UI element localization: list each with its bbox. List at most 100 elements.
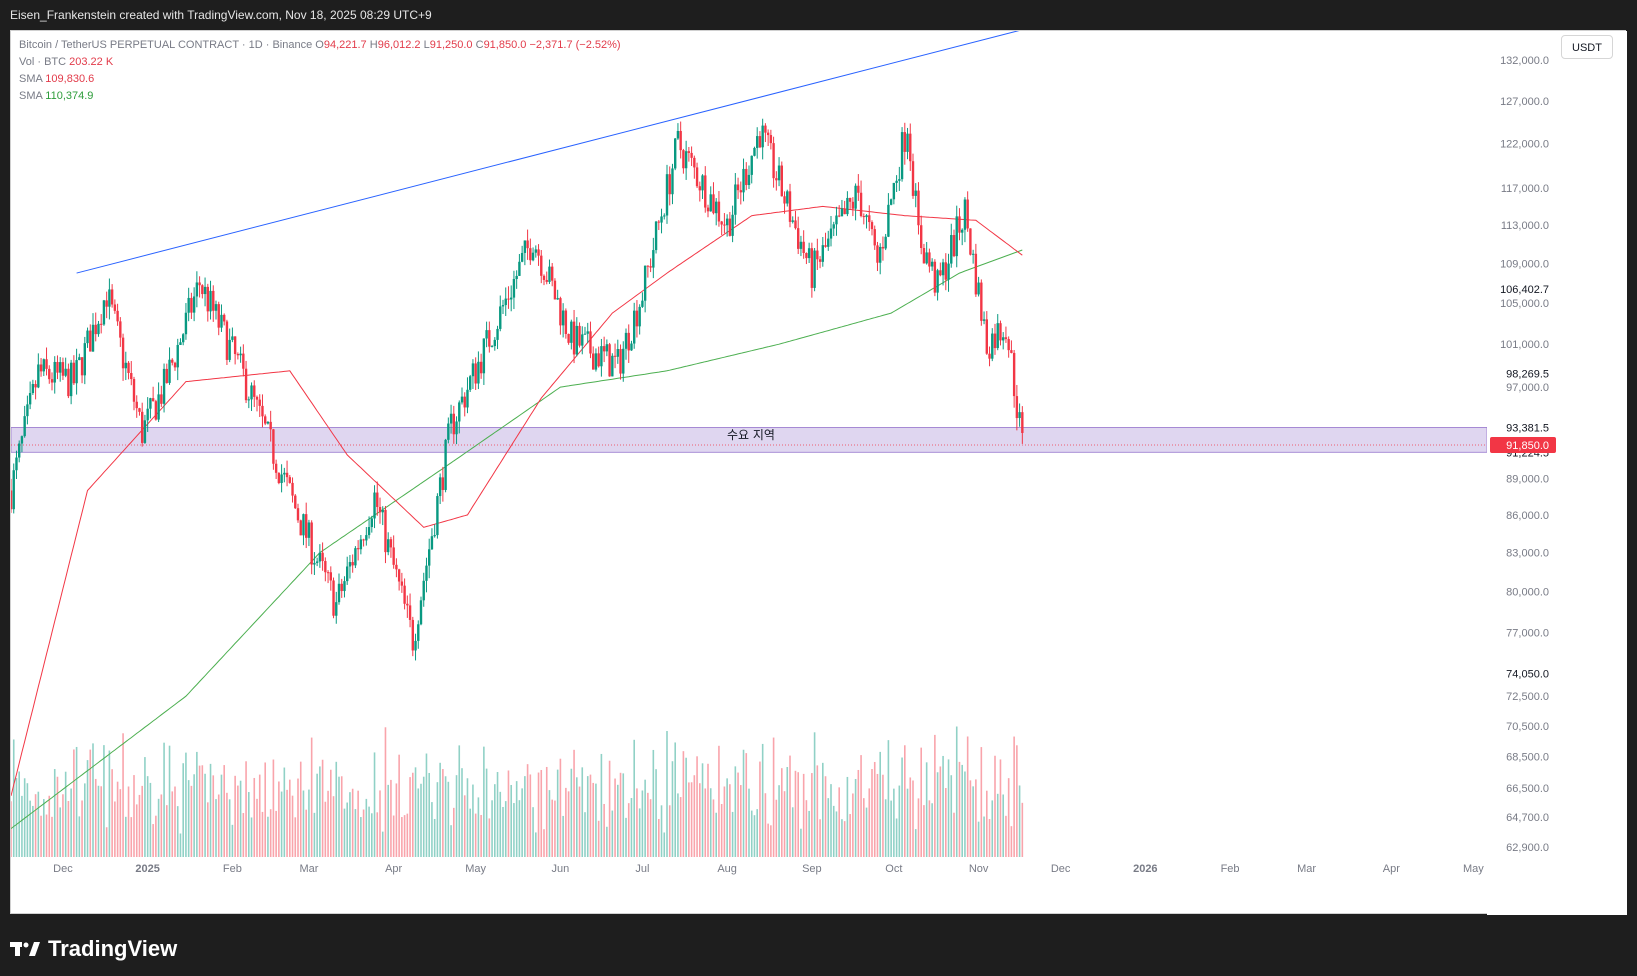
volume-bar bbox=[105, 827, 108, 857]
legend-volume-row[interactable]: Vol · BTC 203.22 K bbox=[19, 54, 621, 71]
chart-panel[interactable]: 수요 지역 132,000.0 127,000.0 122,000.0 117,000… bbox=[10, 30, 1627, 915]
volume-bar bbox=[414, 767, 417, 857]
candle-body bbox=[840, 208, 844, 217]
volume-bar bbox=[996, 793, 999, 857]
candle-body bbox=[138, 408, 141, 412]
time-tick-label: Jul bbox=[635, 863, 649, 875]
volume-bar bbox=[196, 751, 198, 857]
volume-bar bbox=[570, 768, 573, 857]
volume-bar bbox=[592, 782, 594, 857]
candle-body bbox=[911, 161, 915, 196]
time-axis[interactable]: Dec 2025 Feb Mar Apr May Jun Jul Aug Sep Oct Nov Dec… bbox=[53, 863, 1484, 875]
volume-bar bbox=[914, 829, 917, 857]
volume-bar bbox=[26, 783, 29, 857]
candle-body bbox=[160, 394, 163, 404]
legend-sma1-row[interactable]: SMA 109,830.6 bbox=[19, 71, 621, 88]
demand-zone-rect[interactable] bbox=[11, 427, 1488, 453]
volume-bar bbox=[521, 788, 523, 857]
candle-body bbox=[627, 332, 630, 351]
volume-bar bbox=[617, 784, 619, 857]
candle-body bbox=[900, 132, 904, 180]
volume-bar bbox=[111, 769, 113, 857]
legend-sma2-row[interactable]: SMA 110,374.9 bbox=[19, 88, 621, 105]
price-label-bg bbox=[1491, 280, 1553, 297]
candle-body bbox=[567, 333, 570, 343]
volume-bar bbox=[576, 777, 578, 857]
volume-bar bbox=[584, 812, 586, 857]
candle-body bbox=[305, 514, 308, 538]
candle-body bbox=[113, 304, 117, 311]
volume-bar bbox=[390, 779, 392, 857]
currency-button[interactable]: USDT bbox=[1561, 35, 1613, 59]
candle-body bbox=[1012, 352, 1016, 397]
price-tick-label: 113,000.0 bbox=[1501, 220, 1549, 232]
volume-bar bbox=[155, 815, 157, 857]
candle-body bbox=[848, 197, 852, 202]
volume-bar bbox=[832, 805, 835, 857]
volume-bar bbox=[264, 762, 266, 857]
volume-bar bbox=[125, 816, 127, 857]
volume-bar bbox=[187, 780, 190, 857]
volume-bar bbox=[827, 798, 830, 857]
volume-bar bbox=[305, 809, 307, 857]
volume-bar bbox=[668, 805, 671, 857]
candle-body bbox=[274, 463, 278, 473]
candle-body bbox=[510, 297, 513, 300]
volume-bar bbox=[562, 815, 564, 857]
candle-body bbox=[23, 416, 26, 437]
volume-bar bbox=[499, 791, 502, 857]
volume-bar bbox=[518, 800, 521, 857]
volume-bar bbox=[720, 804, 723, 857]
volume-bar bbox=[543, 829, 545, 857]
volume-bar bbox=[890, 800, 892, 857]
volume-bar bbox=[513, 803, 515, 857]
candle-body bbox=[228, 339, 231, 360]
candle-body bbox=[695, 167, 699, 187]
candle-body bbox=[479, 361, 483, 374]
price-axis-bg bbox=[1487, 31, 1627, 915]
price-chart[interactable]: 수요 지역 132,000.0 127,000.0 122,000.0 117,000… bbox=[11, 31, 1627, 915]
volume-bar bbox=[253, 777, 256, 857]
candle-body bbox=[496, 328, 499, 340]
candle-body bbox=[162, 368, 166, 404]
volume-bar bbox=[494, 784, 496, 857]
volume-bar bbox=[660, 805, 663, 857]
candle-body bbox=[28, 393, 32, 405]
price-label-bg bbox=[1491, 419, 1553, 436]
low-value: 91,250.0 bbox=[429, 39, 473, 51]
volume-bar bbox=[641, 790, 644, 857]
candle-body bbox=[961, 229, 964, 233]
symbol-label[interactable]: Bitcoin / TetherUS PERPETUAL CONTRACT · … bbox=[19, 39, 313, 51]
price-tick-label: 80,000.0 bbox=[1506, 587, 1549, 599]
volume-bar bbox=[939, 766, 942, 857]
candle-body bbox=[321, 552, 324, 562]
volume-bar bbox=[791, 807, 794, 857]
volume-bar bbox=[488, 818, 491, 857]
volume-bar bbox=[48, 795, 51, 857]
demand-zone[interactable]: 수요 지역 bbox=[11, 427, 1488, 453]
volume-bar bbox=[923, 805, 925, 857]
candle-body bbox=[788, 191, 792, 222]
candle-body bbox=[917, 190, 920, 226]
volume-bar bbox=[871, 769, 873, 857]
candle-body bbox=[635, 310, 639, 327]
candle-body bbox=[460, 396, 464, 403]
volume-bar bbox=[573, 749, 575, 857]
candle-body bbox=[982, 319, 986, 321]
candle-body bbox=[909, 133, 912, 162]
volume-bar bbox=[373, 752, 376, 857]
candle-body bbox=[455, 421, 458, 435]
volume-bar bbox=[269, 809, 272, 857]
volume-bar bbox=[299, 761, 302, 857]
volume-bar bbox=[149, 782, 152, 857]
candle-body bbox=[277, 472, 281, 484]
volume-bar bbox=[854, 778, 857, 857]
volume-bar bbox=[852, 793, 854, 857]
price-tick-label: 83,000.0 bbox=[1506, 548, 1549, 560]
candle-body bbox=[876, 245, 879, 263]
volume-bar bbox=[351, 788, 354, 857]
price-axis[interactable]: 132,000.0 127,000.0 122,000.0 117,000.0 113,… bbox=[1487, 31, 1627, 915]
candle-body bbox=[608, 344, 611, 377]
trendline[interactable] bbox=[76, 31, 1028, 274]
volume-bar bbox=[286, 789, 288, 857]
